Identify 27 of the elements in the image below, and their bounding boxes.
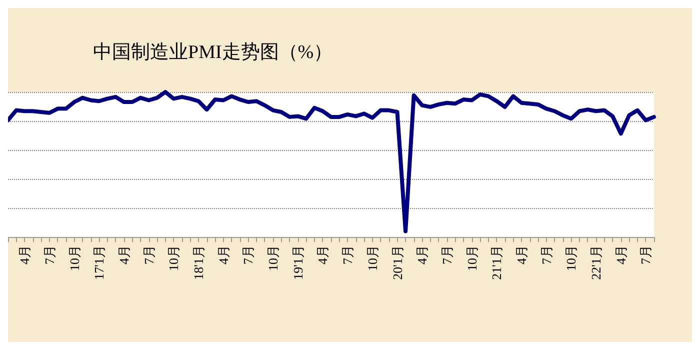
x-tick-label: 7月 bbox=[538, 245, 554, 264]
x-tick-label: 10月 bbox=[166, 245, 182, 271]
x-tick-label: 10月 bbox=[464, 245, 480, 271]
x-tick-label: 4月 bbox=[216, 245, 231, 264]
x-tick-label: 7月 bbox=[638, 245, 654, 264]
x-tick-label: 18'1月 bbox=[190, 245, 206, 280]
x-tick-label: 10月 bbox=[564, 245, 579, 271]
x-tick-label: 10月 bbox=[364, 245, 380, 271]
x-tick-label: 7月 bbox=[340, 245, 356, 264]
x-tick-label: 4月 bbox=[116, 245, 132, 264]
x-tick-label: 17'1月 bbox=[92, 245, 107, 280]
x-tick-label: 7月 bbox=[141, 245, 156, 264]
x-tick-label: 4月 bbox=[17, 245, 32, 264]
x-tick-label: 7月 bbox=[42, 245, 57, 264]
chart-title: 中国制造业PMI走势图（%） bbox=[93, 42, 333, 63]
x-tick-label: 7月 bbox=[439, 245, 454, 264]
x-tick-label: 19'1月 bbox=[290, 245, 306, 280]
x-tick-label: 4月 bbox=[514, 245, 529, 264]
x-tick-label: 4月 bbox=[613, 245, 628, 264]
x-tick-label: 21'1月 bbox=[489, 245, 504, 280]
x-tick-label: 10月 bbox=[66, 245, 82, 271]
x-tick-label: 4月 bbox=[315, 245, 330, 264]
x-tick-label: 4月 bbox=[414, 245, 430, 264]
x-tick-label: 22'1月 bbox=[588, 245, 604, 280]
x-tick-label: 10月 bbox=[266, 245, 281, 271]
x-tick-label: 20'1月 bbox=[390, 245, 405, 280]
x-tick-label: 7月 bbox=[240, 245, 256, 264]
